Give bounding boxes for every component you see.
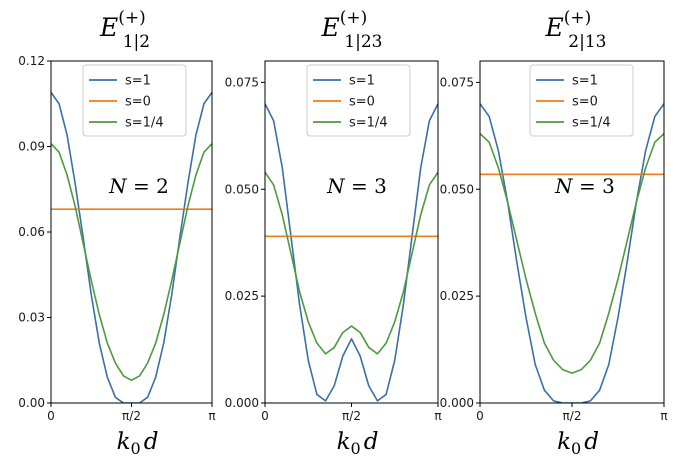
chart-title: E(+) 2|13 (545, 8, 607, 52)
legend-label: s=1 (125, 74, 151, 89)
legend-label: s=1/4 (349, 116, 388, 131)
x-tick-label: π (660, 409, 667, 423)
annotation-variable: N (554, 174, 579, 198)
y-tick-label: 0.03 (18, 311, 45, 325)
xlabel-symbol: k (337, 429, 351, 455)
y-tick-label: 0.000 (225, 396, 259, 410)
annotation-value: = 3 (579, 174, 615, 198)
title-superscript: (+) (564, 8, 592, 28)
x-tick-label: 0 (47, 409, 55, 423)
xlabel-tail: d (364, 429, 379, 455)
title-symbol: E (99, 13, 118, 42)
series-line-s=1 (480, 103, 664, 403)
annotation: N = 3 (554, 174, 615, 198)
x-axis-label: k0 d (337, 429, 379, 458)
legend-label: s=1/4 (125, 116, 164, 131)
legend: s=1 s=0 s=1/4 (306, 64, 411, 137)
y-tick-label: 0.12 (18, 54, 45, 68)
y-tick-label: 0.00 (18, 396, 45, 410)
annotation-value: = 2 (133, 174, 169, 198)
xlabel-subscript: 0 (351, 439, 361, 458)
xlabel-subscript: 0 (131, 439, 141, 458)
legend-box (529, 64, 634, 137)
legend-box (82, 64, 187, 137)
annotation-variable: N (326, 174, 351, 198)
subplot-1: 0.000.030.060.090.120 π/2 πE(+) 1|2N = 2k0 d… (18, 8, 215, 458)
legend-box (306, 64, 411, 137)
title-symbol: E (321, 13, 340, 42)
title-subscript: 2|13 (568, 32, 606, 52)
x-tick-label: π/2 (563, 409, 582, 423)
series-line-s=1 (51, 91, 212, 403)
x-tick-label: π/2 (342, 409, 361, 423)
title-subscript: 1|2 (123, 32, 150, 52)
annotation: N = 3 (326, 174, 387, 198)
legend-label: s=1/4 (572, 116, 611, 131)
xlabel-tail: d (144, 429, 159, 455)
legend: s=1 s=0 s=1/4 (82, 64, 187, 137)
title-superscript: (+) (118, 8, 146, 28)
x-axis-label: k0 d (557, 429, 599, 458)
series-line-s=1 (265, 103, 438, 402)
y-tick-label: 0.06 (18, 225, 45, 239)
title-subscript: 1|23 (344, 32, 382, 52)
chart-title: E(+) 1|23 (321, 8, 383, 52)
legend-label: s=0 (125, 95, 151, 110)
xlabel-symbol: k (117, 429, 131, 455)
y-tick-label: 0.075 (225, 75, 259, 89)
chart-title: E(+) 1|2 (99, 8, 150, 52)
y-tick-label: 0.025 (225, 289, 259, 303)
legend: s=1 s=0 s=1/4 (529, 64, 634, 137)
xlabel-subscript: 0 (571, 439, 581, 458)
y-tick-label: 0.050 (225, 182, 259, 196)
title-superscript: (+) (340, 8, 368, 28)
title-symbol: E (545, 13, 564, 42)
series-line-s=1/4 (480, 133, 664, 374)
legend-label: s=1 (349, 74, 375, 89)
y-tick-label: 0.000 (440, 396, 474, 410)
legend-label: s=0 (572, 95, 598, 110)
x-tick-label: 0 (261, 409, 269, 423)
y-tick-label: 0.025 (440, 289, 474, 303)
y-tick-label: 0.075 (440, 75, 474, 89)
x-tick-label: 0 (476, 409, 484, 423)
annotation-value: = 3 (351, 174, 387, 198)
legend-label: s=1 (572, 74, 598, 89)
x-tick-label: π (208, 409, 215, 423)
xlabel-symbol: k (557, 429, 571, 455)
annotation-variable: N (108, 174, 133, 198)
x-tick-label: π/2 (122, 409, 141, 423)
series-line-s=1/4 (51, 143, 212, 382)
annotation: N = 2 (108, 174, 169, 198)
x-tick-label: π (434, 409, 441, 423)
legend-label: s=0 (349, 95, 375, 110)
y-tick-label: 0.050 (440, 182, 474, 196)
x-axis-label: k0 d (117, 429, 159, 458)
y-tick-label: 0.09 (18, 140, 45, 154)
series-line-s=1/4 (265, 171, 438, 355)
xlabel-tail: d (584, 429, 599, 455)
